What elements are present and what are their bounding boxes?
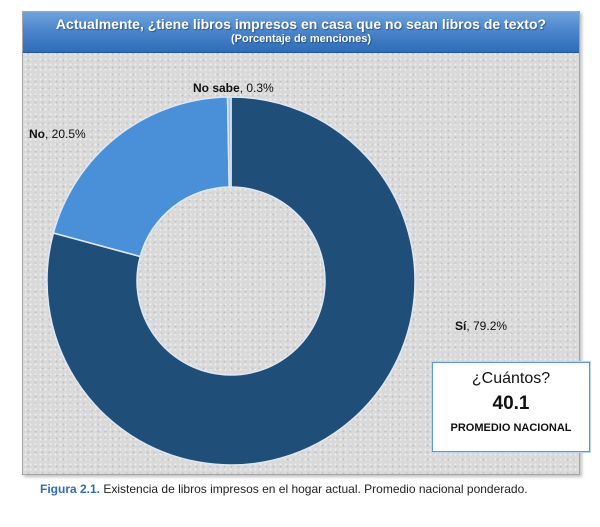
figure-caption: Figura 2.1. Existencia de libros impreso… (40, 482, 528, 496)
chart-title-bar: Actualmente, ¿tiene libros impresos en c… (23, 12, 579, 53)
chart-frame: Actualmente, ¿tiene libros impresos en c… (22, 11, 590, 475)
slice-si (46, 96, 416, 466)
average-value: 40.1 (492, 393, 530, 414)
average-question: ¿Cuántos? (471, 370, 551, 387)
figure-number: Figura 2.1. (40, 482, 101, 496)
label-no-sabe: No sabe, 0.3% (193, 81, 274, 95)
slice-no-sabe (226, 96, 232, 188)
label-no: No, 20.5% (29, 127, 86, 141)
caption-text: Existencia de libros impresos en el hoga… (100, 482, 528, 496)
average-label: PROMEDIO NACIONAL (450, 422, 572, 434)
slice-no (52, 96, 230, 258)
donut-slices (46, 96, 416, 466)
chart-title: Actualmente, ¿tiene libros impresos en c… (55, 16, 547, 32)
donut-labels: Sí, 79.2% No, 20.5% No sabe, 0.3% (29, 81, 507, 333)
donut-chart: Sí, 79.2% No, 20.5% No sabe, 0.3% (29, 81, 507, 466)
average-box: ¿Cuántos? 40.1 PROMEDIO NACIONAL (432, 362, 590, 452)
label-si: Sí, 79.2% (455, 319, 507, 333)
chart-subtitle: (Porcentaje de menciones) (231, 33, 371, 45)
